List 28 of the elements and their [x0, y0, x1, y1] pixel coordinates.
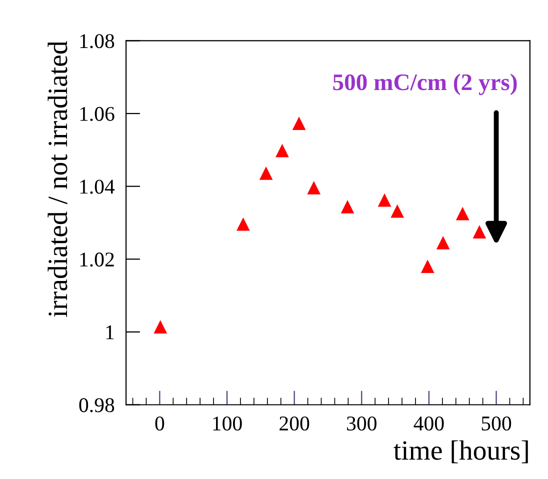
point	[276, 144, 288, 158]
y-tick-label: 1.06	[80, 106, 114, 122]
y-axis-title: irradiated / not irradiated	[48, 41, 68, 318]
point	[308, 182, 320, 194]
point	[341, 200, 354, 214]
point	[260, 167, 272, 180]
y-tick-label: 1	[106, 325, 114, 340]
x-tick-label: 100	[213, 416, 242, 431]
x-tick-label: 400	[414, 416, 444, 431]
point	[154, 320, 167, 334]
point	[456, 208, 469, 220]
y-tick-label: 1.04	[80, 180, 115, 194]
x-tick-label: 200	[280, 416, 310, 431]
y-tick-label: 1.08	[80, 34, 114, 48]
point	[391, 205, 404, 218]
x-axis-title: time [hours]	[394, 440, 528, 464]
point	[421, 260, 434, 274]
y-tick-label: 0.98	[79, 398, 114, 412]
point	[236, 218, 250, 231]
x-tick-label: 300	[347, 416, 376, 431]
point	[436, 236, 450, 250]
point	[473, 226, 486, 238]
x-tick-label: 0	[155, 416, 164, 431]
annotation: 500 mC/cm (2 yrs)	[333, 74, 517, 96]
point	[378, 194, 391, 207]
x-tick-label: 500	[482, 416, 512, 431]
y-tick-label: 1.02	[80, 252, 114, 267]
point	[292, 117, 306, 130]
